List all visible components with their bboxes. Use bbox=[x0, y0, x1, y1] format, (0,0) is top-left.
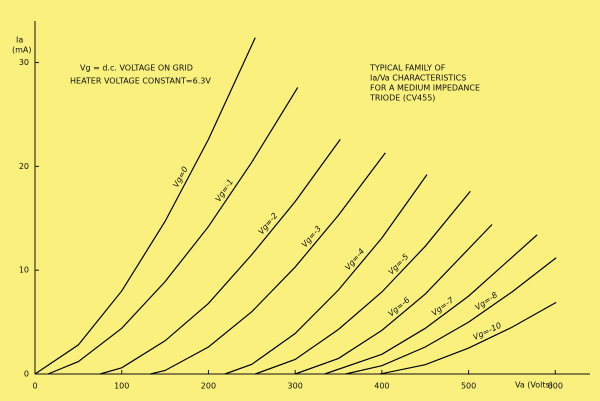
x-tick-label: 200 bbox=[201, 382, 216, 391]
annotation: HEATER VOLTAGE CONSTANT=6.3V bbox=[70, 77, 211, 86]
y-tick-label: 20 bbox=[19, 162, 29, 171]
curve bbox=[345, 257, 557, 375]
y-axis-label: (mA) bbox=[12, 46, 32, 55]
curve bbox=[380, 301, 557, 375]
curve bbox=[99, 139, 341, 375]
x-tick-label: 500 bbox=[461, 382, 476, 391]
x-tick-label: 600 bbox=[548, 382, 563, 391]
annotation: FOR A MEDIUM IMPEDANCE bbox=[370, 84, 480, 93]
y-tick-label: 0 bbox=[24, 370, 29, 379]
curve bbox=[324, 234, 538, 375]
x-tick-label: 0 bbox=[32, 382, 37, 391]
x-axis-label: Va (Volts) bbox=[515, 381, 553, 390]
x-tick-label: 300 bbox=[288, 382, 303, 391]
curve bbox=[34, 37, 256, 375]
annotation: Ia/Va CHARACTERISTICS bbox=[370, 74, 466, 83]
annotation: Vg = d.c. VOLTAGE ON GRID bbox=[80, 64, 193, 73]
y-tick-label: 10 bbox=[19, 266, 29, 275]
curve bbox=[255, 190, 471, 375]
annotation: TRIODE (CV455) bbox=[369, 94, 435, 103]
y-tick-label: 30 bbox=[19, 58, 29, 67]
x-tick-label: 100 bbox=[114, 382, 129, 391]
annotation: TYPICAL FAMILY OF bbox=[369, 64, 446, 73]
curve bbox=[150, 152, 386, 375]
curve bbox=[47, 87, 299, 375]
curve bbox=[294, 224, 493, 375]
y-axis-label: Ia bbox=[16, 36, 23, 45]
curve bbox=[224, 174, 428, 375]
x-tick-label: 400 bbox=[374, 382, 389, 391]
